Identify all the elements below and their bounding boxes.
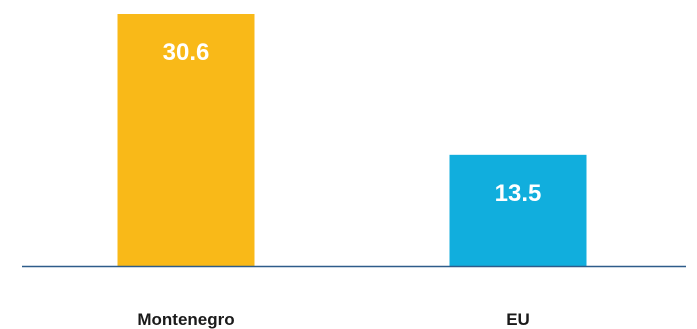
category-label-montenegro: Montenegro	[137, 310, 234, 329]
category-label-eu: EU	[506, 310, 530, 329]
data-label-montenegro: 30.6	[163, 39, 210, 66]
bar-montenegro	[117, 14, 255, 266]
bar-eu	[449, 154, 587, 266]
data-label-eu: 13.5	[495, 180, 542, 207]
